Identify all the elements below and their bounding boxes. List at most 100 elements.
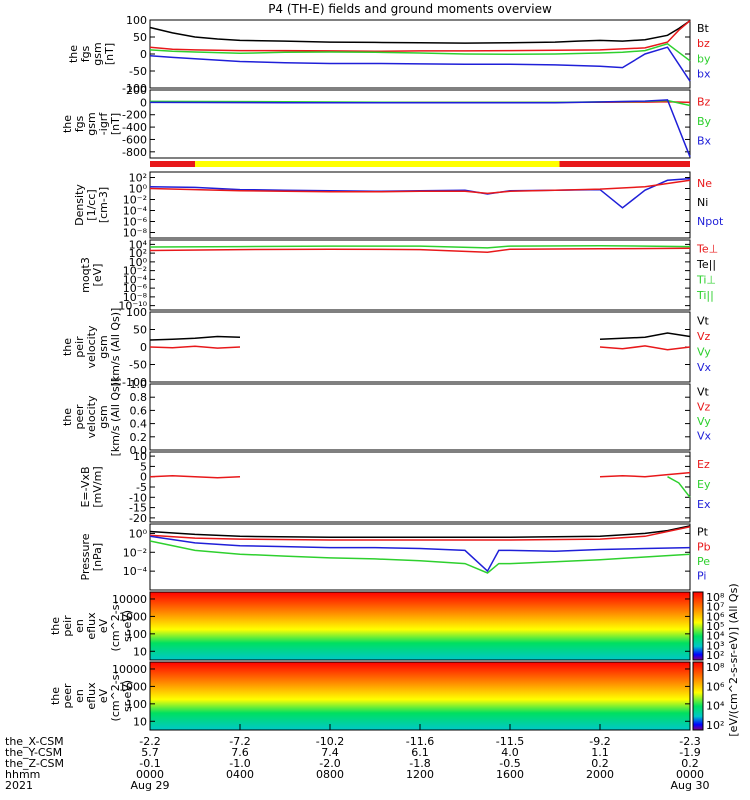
x-tick-label: -2.2 bbox=[139, 735, 160, 748]
spectrogram-peir_spec bbox=[150, 592, 690, 660]
x-tick-label: -0.5 bbox=[499, 757, 520, 770]
x-tick-label: 1600 bbox=[496, 768, 524, 781]
x-axis-row-label: the_X-CSM bbox=[5, 735, 64, 748]
legend-entry: Vx bbox=[697, 361, 712, 374]
series-line bbox=[149, 177, 691, 209]
y-tick-label: 100 bbox=[126, 14, 147, 27]
y-axis-label: peer bbox=[73, 404, 86, 430]
series-line bbox=[149, 540, 691, 574]
x-tick-label: 7.6 bbox=[231, 746, 249, 759]
series-line bbox=[149, 526, 691, 541]
y-axis-label: the bbox=[61, 115, 74, 133]
legend-entry: Ti|| bbox=[696, 289, 714, 302]
x-tick-label: 4.0 bbox=[501, 746, 519, 759]
x-tick-label: 5.7 bbox=[141, 746, 159, 759]
y-axis-label: Pressure bbox=[79, 533, 92, 580]
y-tick-label: 10 bbox=[133, 450, 147, 463]
y-axis-label: sr-eV) bbox=[121, 680, 134, 712]
y-axis-label: eV bbox=[97, 688, 110, 703]
series-line bbox=[149, 345, 241, 349]
y-tick-label: -800 bbox=[122, 146, 147, 159]
colorbar-tick: 10⁶ bbox=[706, 610, 725, 623]
series-line bbox=[149, 335, 241, 341]
x-tick-label: 1.1 bbox=[591, 746, 609, 759]
panel-frame bbox=[149, 523, 691, 591]
y-tick-label: -5 bbox=[136, 481, 147, 494]
colorbar-tick: 10² bbox=[706, 649, 724, 662]
y-axis-label: the bbox=[49, 617, 62, 635]
y-tick-label: 10000 bbox=[112, 593, 147, 606]
y-axis-label: eflux bbox=[85, 682, 98, 710]
y-tick-label: -200 bbox=[122, 109, 147, 122]
x-tick-label: 6.1 bbox=[411, 746, 429, 759]
y-axis-label: moqt3 bbox=[79, 257, 92, 293]
series-line bbox=[149, 179, 691, 195]
y-tick-label: 0 bbox=[140, 48, 147, 61]
panel-frame bbox=[149, 383, 691, 451]
x-tick-label: 0.2 bbox=[591, 757, 609, 770]
y-axis-label: gsm bbox=[91, 42, 104, 65]
x-tick-label: -11.6 bbox=[406, 735, 434, 748]
y-axis-label: fgs bbox=[79, 45, 92, 62]
legend-entry: Te⊥ bbox=[696, 242, 718, 255]
y-axis-label: -igrf bbox=[97, 112, 110, 136]
y-axis-label: [nT] bbox=[109, 113, 122, 135]
legend-entry: Pb bbox=[697, 540, 711, 553]
panel-frame bbox=[149, 171, 691, 239]
colorbar-tick: 10⁸ bbox=[706, 591, 725, 604]
mode-bar-segment bbox=[195, 161, 560, 167]
panel-frame bbox=[149, 89, 691, 159]
legend-entry: By bbox=[697, 115, 712, 128]
y-axis-label: the bbox=[61, 338, 74, 356]
x-tick-label: 1200 bbox=[406, 768, 434, 781]
y-axis-label: (cm^2-s- bbox=[109, 601, 122, 652]
x-tick-label: -1.9 bbox=[679, 746, 700, 759]
colorbar-tick: 10³ bbox=[706, 639, 724, 652]
panel-frame bbox=[149, 591, 691, 661]
x-tick-label: 0800 bbox=[316, 768, 344, 781]
y-axis-label: peir bbox=[73, 336, 86, 358]
y-tick-label: 10⁰ bbox=[129, 256, 148, 269]
y-tick-label: 0.4 bbox=[130, 418, 148, 431]
y-axis-label: [eV] bbox=[91, 264, 104, 287]
y-tick-label: 0.0 bbox=[130, 444, 148, 457]
legend-entry: Ez bbox=[697, 458, 710, 471]
legend-entry: bx bbox=[697, 67, 711, 80]
y-tick-label: 10² bbox=[129, 247, 147, 260]
x-tick-label: 0.2 bbox=[681, 757, 699, 770]
y-tick-label: 10⁻² bbox=[123, 546, 147, 559]
y-axis-label: [nT] bbox=[103, 43, 116, 65]
y-tick-label: -400 bbox=[122, 121, 147, 134]
x-tick-label: Aug 29 bbox=[131, 779, 170, 792]
series-line bbox=[599, 471, 691, 478]
y-tick-label: -10 bbox=[129, 491, 147, 504]
y-axis-label: gsm bbox=[97, 335, 110, 358]
y-tick-label: 1000 bbox=[119, 680, 147, 693]
series-line bbox=[149, 247, 691, 254]
y-axis-label: the bbox=[67, 45, 80, 63]
y-axis-label: en bbox=[73, 619, 86, 633]
y-tick-label: 10 bbox=[133, 645, 147, 658]
y-tick-label: 100 bbox=[126, 628, 147, 641]
y-axis-label: the bbox=[49, 687, 62, 705]
y-tick-label: 0 bbox=[140, 471, 147, 484]
y-tick-label: 10⁻⁶ bbox=[123, 282, 148, 295]
y-tick-label: 10⁰ bbox=[129, 527, 148, 540]
legend-entry: Vz bbox=[697, 400, 711, 413]
series-line bbox=[149, 535, 691, 573]
y-axis-label: en bbox=[73, 689, 86, 703]
y-axis-label: peer bbox=[61, 683, 74, 709]
series-line bbox=[149, 20, 691, 44]
legend-entry: Vy bbox=[697, 415, 711, 428]
y-tick-label: -100 bbox=[122, 82, 147, 95]
panel-frame bbox=[149, 19, 691, 89]
series-line bbox=[149, 99, 691, 158]
x-tick-label: -0.1 bbox=[139, 757, 160, 770]
legend-entry: Ti⊥ bbox=[696, 274, 716, 287]
y-axis-label: [1/cc] bbox=[85, 189, 98, 220]
y-tick-label: 1000 bbox=[119, 610, 147, 623]
series-line bbox=[599, 332, 691, 341]
y-axis-label: [nPa] bbox=[91, 543, 104, 571]
